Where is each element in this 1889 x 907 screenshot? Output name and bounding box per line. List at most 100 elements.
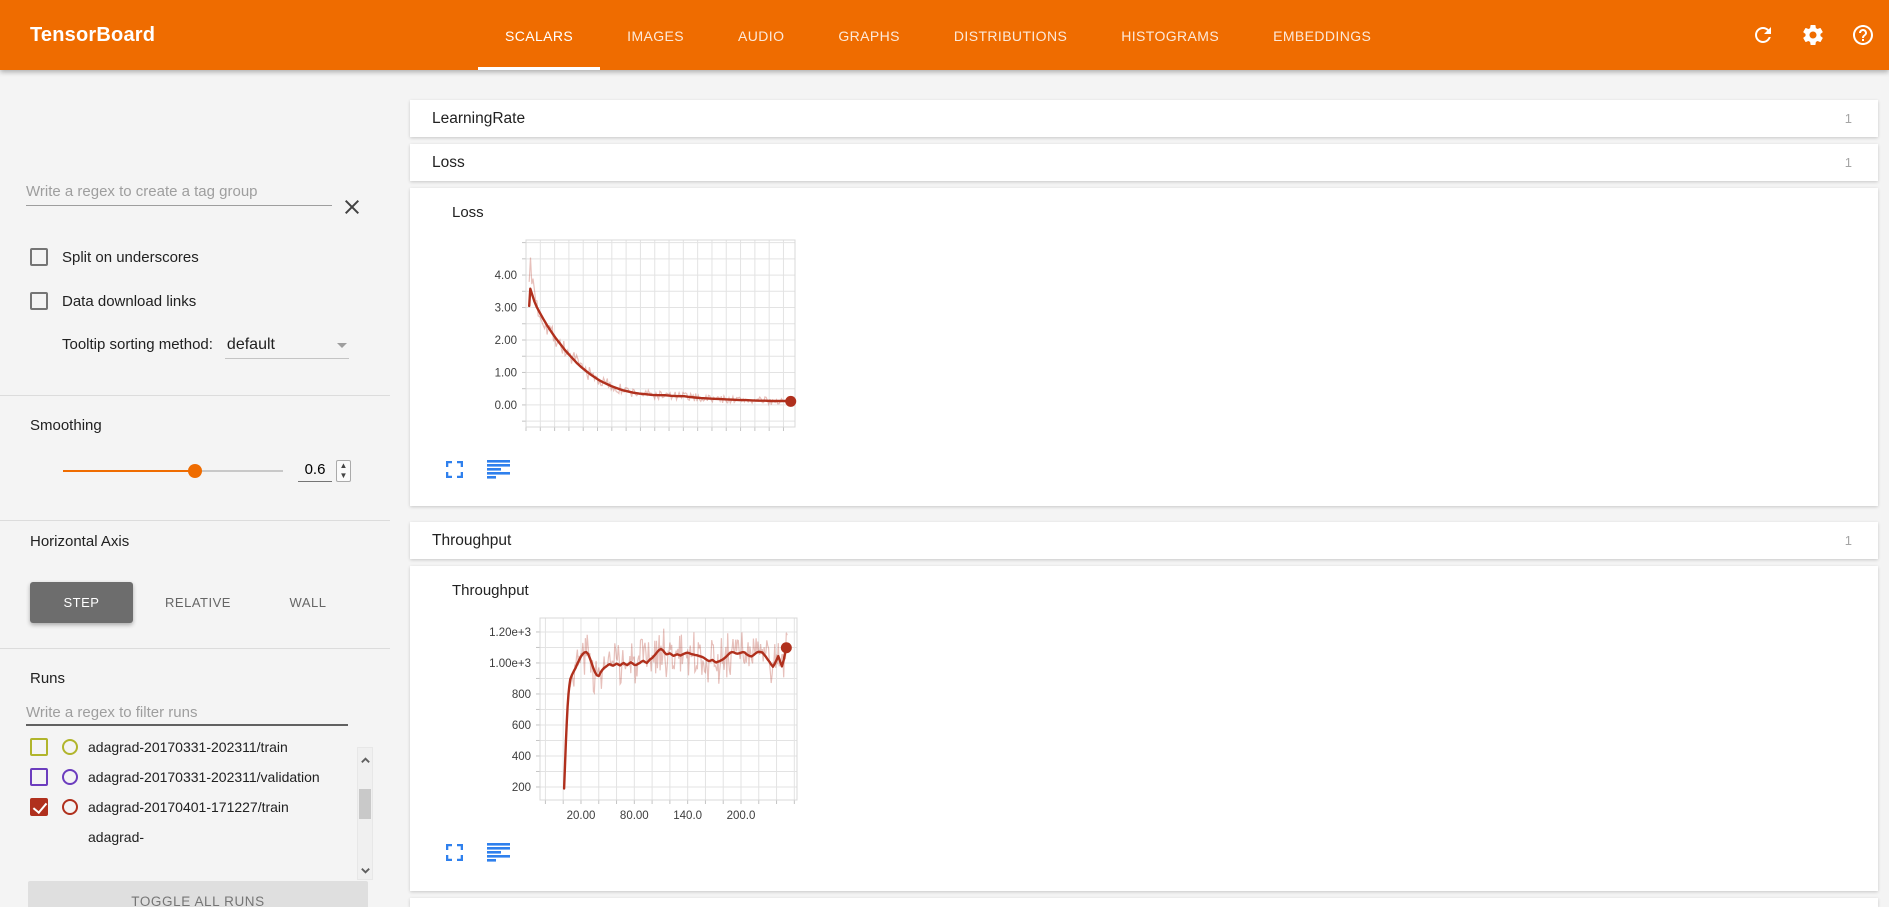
slider-fill bbox=[63, 470, 195, 472]
section-count-badge: 1 bbox=[1844, 111, 1852, 126]
chart-lines-icon[interactable] bbox=[487, 843, 510, 862]
svg-text:0.00: 0.00 bbox=[495, 400, 517, 412]
svg-text:1.00: 1.00 bbox=[495, 367, 517, 379]
tab-histograms[interactable]: HISTOGRAMS bbox=[1121, 28, 1220, 44]
run-item[interactable]: adagrad-20170401-171227/train bbox=[24, 792, 350, 822]
scrollbar-thumb[interactable] bbox=[359, 789, 371, 819]
smoothing-value-input[interactable] bbox=[298, 458, 332, 482]
runs-list: adagrad-20170331-202311/train adagrad-20… bbox=[24, 732, 350, 878]
run-item[interactable]: adagrad- bbox=[24, 822, 350, 852]
runs-label: Runs bbox=[30, 670, 66, 687]
section-header-loss[interactable]: Loss 1 bbox=[410, 144, 1878, 181]
throughput-chart-actions bbox=[446, 843, 510, 862]
tag-regex-input[interactable] bbox=[26, 178, 332, 206]
run-label: adagrad-20170331-202311/validation bbox=[88, 768, 320, 785]
expand-icon[interactable] bbox=[446, 844, 463, 861]
chevron-down-icon bbox=[336, 343, 347, 348]
help-icon[interactable] bbox=[1851, 23, 1875, 47]
run-label: adagrad-20170331-202311/train bbox=[88, 738, 288, 755]
throughput-chart[interactable]: 200 400 600 800 1.00e+3 1.20e+3 20.00 80.00 140.… bbox=[440, 610, 820, 831]
smoothing-stepper[interactable]: ▲ ▼ bbox=[336, 460, 351, 482]
tooltip-sorting-row: Tooltip sorting method: default bbox=[62, 336, 349, 359]
smoothing-slider[interactable] bbox=[63, 464, 283, 478]
run-checkbox[interactable] bbox=[30, 798, 48, 816]
loss-chart-actions bbox=[446, 460, 510, 479]
run-checkbox[interactable] bbox=[30, 738, 48, 756]
svg-text:600: 600 bbox=[512, 720, 531, 732]
throughput-chart-title: Throughput bbox=[452, 582, 529, 599]
divider bbox=[0, 395, 390, 396]
app-title: TensorBoard bbox=[30, 24, 156, 46]
gear-icon[interactable] bbox=[1801, 23, 1825, 47]
run-color-circle bbox=[62, 739, 78, 755]
svg-text:140.0: 140.0 bbox=[673, 810, 702, 822]
data-download-checkbox[interactable]: Data download links bbox=[30, 292, 196, 310]
horizontal-axis-label: Horizontal Axis bbox=[30, 533, 130, 550]
divider bbox=[0, 520, 390, 521]
section-header-partial[interactable] bbox=[410, 898, 1878, 907]
svg-text:400: 400 bbox=[512, 751, 531, 763]
checkbox-icon bbox=[30, 292, 48, 310]
section-count-badge: 1 bbox=[1844, 155, 1852, 170]
tab-embeddings[interactable]: EMBEDDINGS bbox=[1273, 28, 1372, 44]
tab-images[interactable]: IMAGES bbox=[627, 28, 685, 44]
svg-text:1.00e+3: 1.00e+3 bbox=[489, 658, 531, 670]
tooltip-sorting-value: default bbox=[226, 336, 275, 353]
run-item[interactable]: adagrad-20170331-202311/train bbox=[24, 732, 350, 762]
svg-text:4.00: 4.00 bbox=[495, 270, 517, 282]
svg-text:800: 800 bbox=[512, 689, 531, 701]
svg-text:200.0: 200.0 bbox=[727, 810, 756, 822]
svg-text:80.00: 80.00 bbox=[620, 810, 649, 822]
section-title: LearningRate bbox=[432, 109, 526, 127]
app-header: TensorBoard SCALARS IMAGES AUDIO GRAPHS … bbox=[0, 0, 1889, 70]
split-underscores-checkbox[interactable]: Split on underscores bbox=[30, 248, 199, 266]
toggle-all-runs-button[interactable]: TOGGLE ALL RUNS bbox=[28, 881, 368, 907]
section-count-badge: 1 bbox=[1844, 533, 1852, 548]
divider bbox=[0, 648, 390, 649]
stepper-up-icon[interactable]: ▲ bbox=[339, 461, 348, 470]
checkbox-icon bbox=[30, 248, 48, 266]
checkbox-label: Data download links bbox=[62, 292, 197, 310]
tab-distributions[interactable]: DISTRIBUTIONS bbox=[953, 28, 1068, 44]
section-header-learningrate[interactable]: LearningRate 1 bbox=[410, 100, 1878, 137]
svg-text:2.00: 2.00 bbox=[495, 335, 517, 347]
header-actions bbox=[1751, 0, 1875, 70]
run-label: adagrad-20170401-171227/train bbox=[88, 798, 289, 815]
section-title: Loss bbox=[432, 153, 465, 171]
axis-step-button[interactable]: STEP bbox=[30, 582, 133, 623]
checkbox-label: Split on underscores bbox=[62, 248, 199, 266]
svg-text:1.20e+3: 1.20e+3 bbox=[489, 627, 531, 639]
throughput-section-body: Throughput 200 400 600 800 1.00e+3 1.20e+3 20.… bbox=[410, 566, 1878, 891]
scroll-down-icon[interactable] bbox=[360, 863, 371, 874]
close-icon[interactable] bbox=[340, 195, 364, 219]
axis-relative-button[interactable]: RELATIVE bbox=[165, 595, 231, 610]
run-item[interactable]: adagrad-20170331-202311/validation bbox=[24, 762, 350, 792]
run-checkbox[interactable] bbox=[30, 768, 48, 786]
loss-section-body: Loss 0.00 1.00 2.00 3.00 4.00 bbox=[410, 188, 1878, 506]
svg-text:3.00: 3.00 bbox=[495, 303, 517, 315]
chart-lines-icon[interactable] bbox=[487, 460, 510, 479]
tab-scalars[interactable]: SCALARS bbox=[478, 0, 601, 70]
loss-chart[interactable]: 0.00 1.00 2.00 3.00 4.00 bbox=[440, 234, 820, 451]
expand-icon[interactable] bbox=[446, 461, 463, 478]
tab-bar: SCALARS IMAGES AUDIO GRAPHS DISTRIBUTION… bbox=[478, 0, 1398, 70]
section-header-throughput[interactable]: Throughput 1 bbox=[410, 522, 1878, 559]
smoothing-label: Smoothing bbox=[30, 417, 102, 434]
runs-regex-input[interactable] bbox=[26, 700, 348, 726]
tooltip-sorting-label: Tooltip sorting method: bbox=[62, 336, 213, 353]
runs-scrollbar[interactable] bbox=[357, 747, 373, 880]
run-label: adagrad- bbox=[88, 828, 145, 845]
scroll-up-icon[interactable] bbox=[360, 753, 371, 764]
tab-graphs[interactable]: GRAPHS bbox=[838, 28, 900, 44]
stepper-down-icon[interactable]: ▼ bbox=[339, 471, 348, 480]
axis-wall-button[interactable]: WALL bbox=[289, 595, 327, 610]
sidebar: Split on underscores Data download links… bbox=[0, 70, 395, 907]
tooltip-sorting-select[interactable]: default bbox=[224, 336, 349, 359]
section-title: Throughput bbox=[432, 531, 512, 549]
tab-audio[interactable]: AUDIO bbox=[738, 28, 785, 44]
refresh-icon[interactable] bbox=[1751, 23, 1775, 47]
run-color-circle bbox=[62, 769, 78, 785]
slider-handle[interactable] bbox=[188, 464, 202, 478]
loss-chart-title: Loss bbox=[452, 204, 484, 221]
